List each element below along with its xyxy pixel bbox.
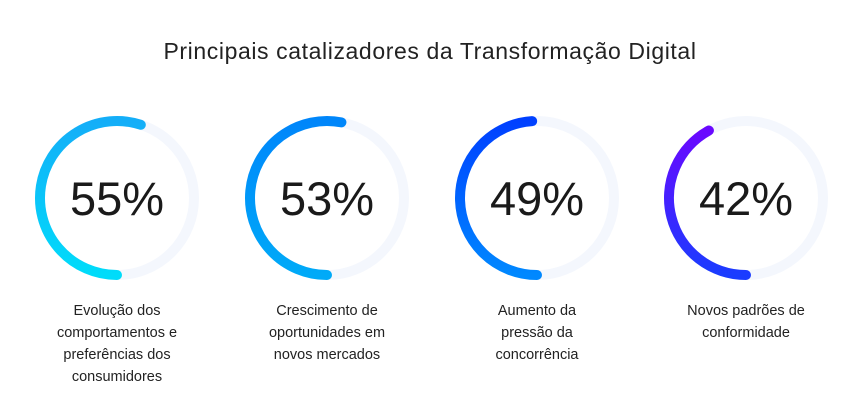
ring-label: Novos padrões de conformidade (687, 303, 805, 341)
ring-label: Crescimento de oportunidades em novos me… (268, 303, 386, 363)
percent-value: 42% (699, 172, 793, 225)
ring-label: Evolução dos comportamentos e preferênci… (56, 303, 178, 385)
progress-ring: 42% (664, 116, 828, 280)
progress-ring-item: 49% Aumento da pressão da concorrência (437, 108, 637, 366)
progress-arc (35, 116, 146, 280)
chart-title: Principais catalizadores da Transformaçã… (163, 38, 697, 64)
percent-value: 55% (70, 172, 164, 225)
ring-label: Aumento da pressão da concorrência (495, 303, 579, 363)
progress-ring-item: 55% Evolução dos comportamentos e preferê… (17, 108, 217, 388)
progress-ring: 49% (455, 116, 619, 280)
percent-value: 49% (490, 172, 584, 225)
progress-ring: 55% (35, 116, 199, 280)
progress-ring-item: 42% Novos padrões de conformidade (646, 108, 846, 344)
progress-ring: 53% (245, 116, 409, 280)
progress-arc (664, 125, 751, 280)
progress-arc (245, 116, 347, 280)
progress-ring-item: 53% Crescimento de oportunidades em novos… (227, 108, 427, 366)
percent-value: 53% (280, 172, 374, 225)
progress-arc (455, 116, 542, 280)
